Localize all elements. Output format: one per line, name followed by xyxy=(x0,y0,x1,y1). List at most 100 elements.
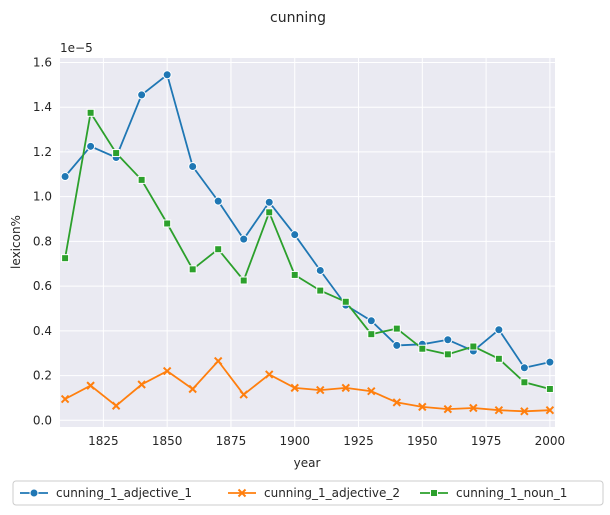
chart-title: cunning xyxy=(270,10,326,26)
x-tick-label: 1850 xyxy=(152,434,183,448)
data-point xyxy=(265,208,274,217)
x-tick-label: 1875 xyxy=(216,434,247,448)
x-tick-label: 1825 xyxy=(88,434,119,448)
data-point xyxy=(239,276,248,285)
data-point xyxy=(188,161,198,171)
data-point xyxy=(213,356,223,366)
y-tick-label: 1.4 xyxy=(33,100,52,114)
series-line xyxy=(64,359,550,413)
data-point xyxy=(214,245,223,254)
series-line xyxy=(64,110,551,390)
x-tick-label: 1900 xyxy=(279,434,310,448)
y-tick-label: 0.6 xyxy=(33,279,52,293)
data-point xyxy=(392,324,401,333)
data-point xyxy=(443,350,452,359)
y-tick-label: 1.6 xyxy=(33,55,52,69)
x-axis-label: year xyxy=(294,456,321,470)
data-point xyxy=(290,270,299,279)
data-point xyxy=(137,90,147,100)
legend-item: cunning_1_noun_1 xyxy=(420,486,567,500)
data-point xyxy=(545,384,554,393)
series-cunning_1_noun_1 xyxy=(61,108,554,393)
data-point xyxy=(494,354,503,363)
data-point xyxy=(137,380,146,389)
data-point xyxy=(290,383,299,393)
legend-item: cunning_1_adjective_2 xyxy=(228,486,400,500)
legend-label: cunning_1_noun_1 xyxy=(456,486,567,500)
x-tick-labels: 1825 1850 1875 1900 1925 1950 1975 2000 xyxy=(88,434,565,448)
data-point xyxy=(494,325,504,335)
series-layer xyxy=(60,70,555,416)
data-point xyxy=(162,366,172,376)
data-point xyxy=(418,344,427,353)
data-point xyxy=(213,196,223,206)
y-tick-label: 0.0 xyxy=(33,413,52,427)
data-point xyxy=(112,149,121,158)
y-axis-label: lexicon% xyxy=(9,215,23,269)
data-point xyxy=(316,385,325,395)
series-cunning_1_adjective_1 xyxy=(60,70,555,373)
y-tick-label: 1.0 xyxy=(33,190,52,204)
data-point xyxy=(443,404,453,414)
series-cunning_1_adjective_2 xyxy=(60,356,555,416)
data-point xyxy=(239,390,248,399)
data-point xyxy=(367,387,376,396)
x-tick-label: 1950 xyxy=(407,434,438,448)
plot-area xyxy=(60,58,555,427)
data-point xyxy=(290,230,300,240)
data-point xyxy=(443,335,453,345)
legend-label: cunning_1_adjective_1 xyxy=(56,486,192,500)
data-point xyxy=(60,394,70,404)
x-tick-label: 1975 xyxy=(471,434,502,448)
data-point xyxy=(163,219,172,228)
y-tick-labels: 0.0 0.2 0.4 0.6 0.8 1.0 1.2 1.4 1.6 xyxy=(33,55,52,427)
data-point xyxy=(392,340,402,350)
legend-item: cunning_1_adjective_1 xyxy=(20,486,192,500)
data-point xyxy=(469,342,478,351)
data-point xyxy=(237,488,247,498)
data-point xyxy=(341,297,350,306)
x-tick-label: 1925 xyxy=(343,434,374,448)
data-point xyxy=(316,286,325,295)
x-tick-label: 2000 xyxy=(535,434,566,448)
data-point xyxy=(315,265,325,275)
data-point xyxy=(469,403,478,413)
data-point xyxy=(162,70,172,80)
y-offset-label: 1e−5 xyxy=(60,41,93,55)
y-tick-label: 0.4 xyxy=(33,324,52,338)
data-point xyxy=(239,234,249,244)
data-point xyxy=(367,330,376,339)
data-point xyxy=(494,406,504,415)
data-point xyxy=(137,175,146,184)
data-point xyxy=(86,108,95,117)
data-point xyxy=(520,407,529,416)
data-point xyxy=(265,370,274,379)
data-point xyxy=(545,406,555,415)
legend-frame xyxy=(12,480,604,506)
data-point xyxy=(519,363,529,373)
data-point xyxy=(86,381,95,390)
data-point xyxy=(111,401,121,410)
data-point xyxy=(418,402,427,412)
data-point xyxy=(366,316,376,326)
grid-lines xyxy=(60,58,555,427)
legend-label: cunning_1_adjective_2 xyxy=(264,486,400,500)
data-point xyxy=(545,357,555,367)
data-point xyxy=(430,489,438,497)
data-point xyxy=(264,197,274,207)
data-point xyxy=(61,254,70,263)
data-point xyxy=(188,265,197,274)
data-point xyxy=(188,384,197,394)
data-point xyxy=(29,488,39,498)
y-tick-label: 1.2 xyxy=(33,145,52,159)
legend: cunning_1_adjective_1 cunning_1_adjective… xyxy=(12,480,604,506)
y-tick-label: 0.2 xyxy=(33,369,52,383)
data-point xyxy=(86,141,96,151)
y-tick-label: 0.8 xyxy=(33,234,52,248)
data-point xyxy=(520,378,529,387)
data-point xyxy=(392,398,402,407)
data-point xyxy=(341,383,350,393)
data-point xyxy=(60,172,70,182)
series-line xyxy=(64,73,551,369)
